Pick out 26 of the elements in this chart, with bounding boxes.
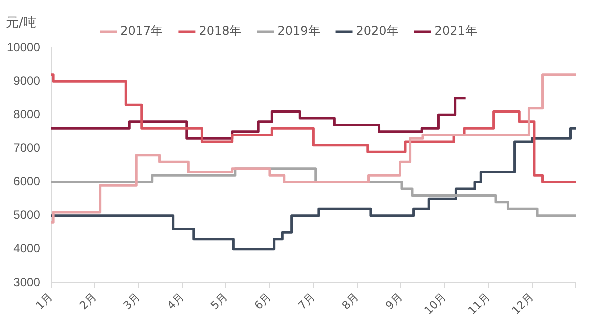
- x-tick-label: 2月: [77, 290, 100, 313]
- x-tick-label: 3月: [121, 290, 143, 313]
- x-tick-label: 6月: [252, 290, 274, 313]
- x-tick-label: 1月: [34, 290, 56, 313]
- x-tick-label: 4月: [164, 290, 187, 313]
- legend-label: 2019年: [278, 24, 320, 38]
- x-tick-label: 8月: [340, 290, 362, 313]
- x-tick-label: 10月: [422, 290, 449, 318]
- y-tick-label: 5000: [14, 208, 41, 222]
- y-tick-label: 4000: [14, 242, 41, 256]
- y-tick-label: 9000: [14, 74, 41, 88]
- y-axis-title: 元/吨: [6, 15, 36, 32]
- legend-label: 2021年: [434, 24, 478, 38]
- y-tick-label: 8000: [14, 107, 41, 122]
- x-tick-label: 12月: [510, 290, 536, 318]
- y-tick-label: 6000: [14, 174, 41, 189]
- legend-label: 2017年: [120, 24, 164, 38]
- x-tick-label: 7月: [296, 290, 318, 313]
- y-tick-label: 7000: [14, 141, 41, 156]
- y-tick-label: 10000: [6, 40, 41, 54]
- x-tick-label: 5月: [208, 290, 230, 313]
- legend-label: 2018年: [199, 24, 242, 38]
- x-tick-label: 11月: [466, 290, 493, 318]
- y-tick-label: 3000: [14, 275, 41, 290]
- legend-label: 2020年: [356, 24, 399, 38]
- x-tick-label: 9月: [383, 290, 406, 313]
